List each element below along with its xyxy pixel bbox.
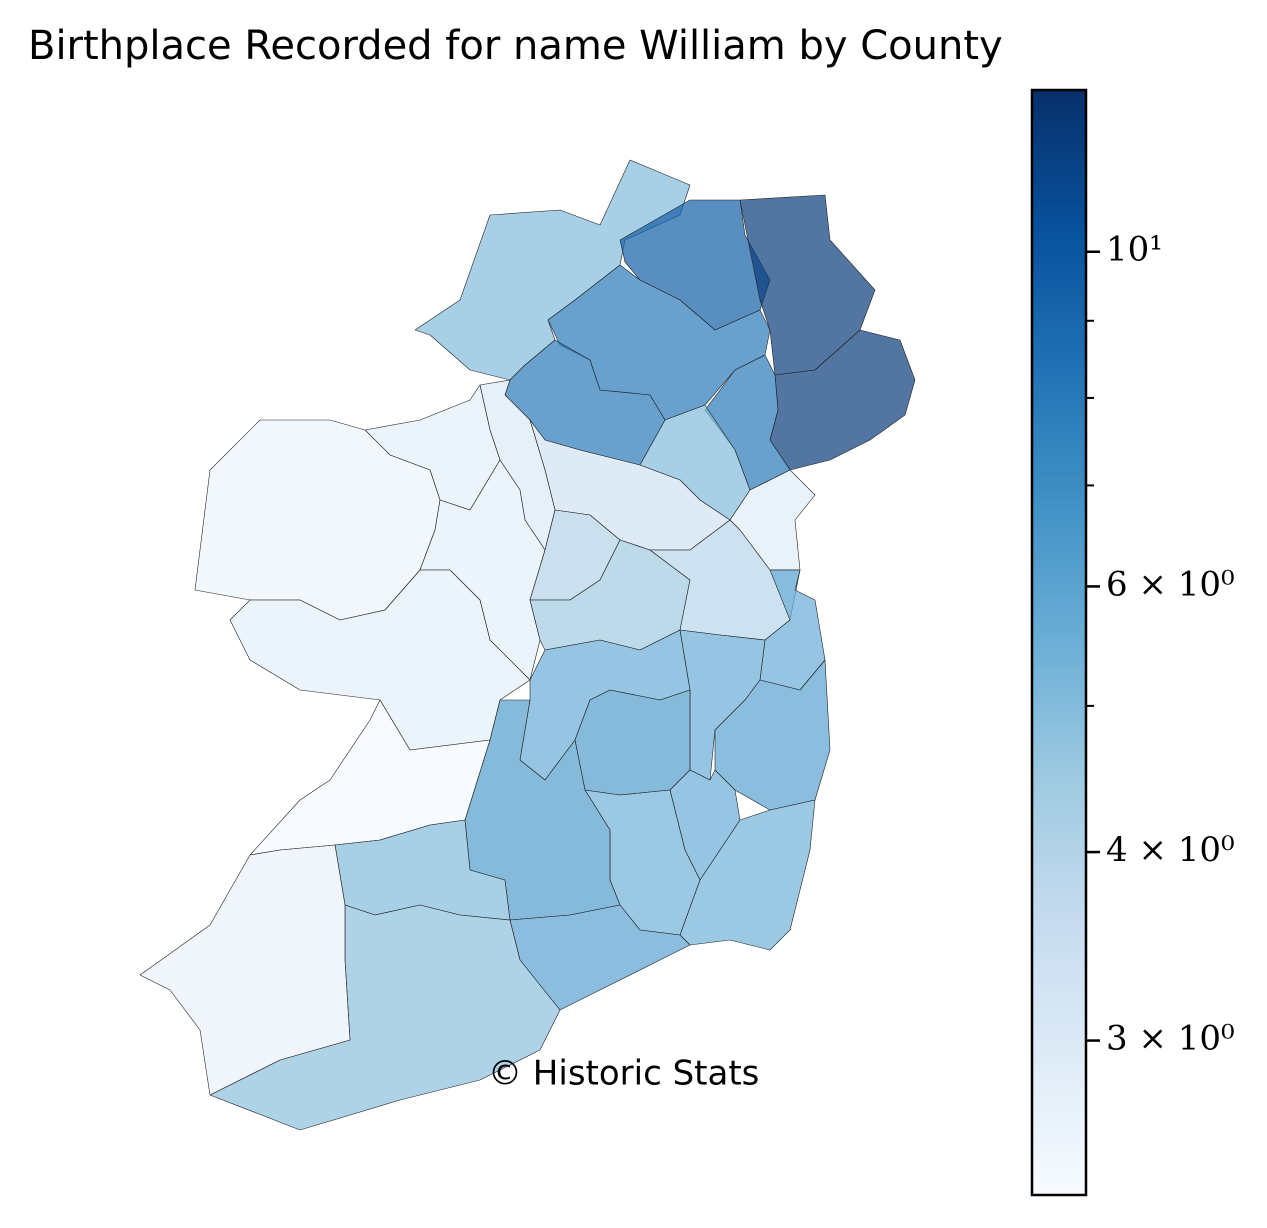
county bbox=[139, 844, 351, 1096]
county-layer bbox=[139, 159, 916, 1131]
colorbar-tick-label: 10¹ bbox=[1106, 230, 1163, 270]
colorbar-tick-label: 3 × 10⁰ bbox=[1106, 1019, 1235, 1059]
county bbox=[679, 799, 816, 951]
colorbar-tick-label: 6 × 10⁰ bbox=[1106, 564, 1235, 604]
county bbox=[229, 569, 531, 751]
county bbox=[574, 689, 691, 796]
map-title: Birthplace Recorded for name William by … bbox=[28, 23, 1003, 69]
colorbar-tick-label: 4 × 10⁰ bbox=[1106, 830, 1235, 870]
county bbox=[414, 159, 691, 381]
colorbar bbox=[1030, 88, 1088, 1197]
copyright-note: © Historic Stats bbox=[488, 1054, 759, 1094]
